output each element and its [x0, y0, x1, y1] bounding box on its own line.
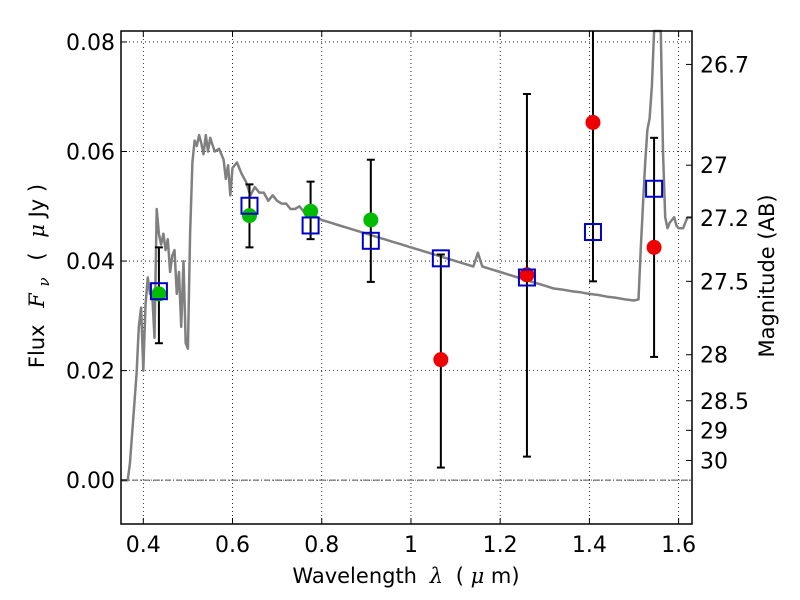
y-axis-label-symbol: F — [25, 292, 49, 309]
x-axis-label: Wavelength λ ( μ m) — [292, 564, 519, 588]
y2-tick-label-0: 26.7 — [700, 53, 749, 78]
y2-tick-label-6: 29 — [700, 419, 728, 444]
circle-marker-s0-0 — [151, 286, 167, 302]
y2-tick-label-2: 27.2 — [700, 207, 749, 232]
square-marker-7 — [645, 179, 664, 198]
x-tick-label-0: 0.4 — [126, 533, 161, 558]
x-axis-label-paren: ( — [456, 564, 464, 588]
photometry-markers — [149, 114, 664, 368]
x-axis-label-mu: μ — [471, 564, 485, 588]
y2-tick-label-1: 27 — [700, 154, 728, 179]
y-axis-ticks: 0.00 0.02 0.04 0.06 0.08 — [66, 31, 127, 494]
y2-axis-ticks: 26.7 27 27.2 27.5 28 28.5 29 30 — [686, 53, 749, 474]
square-marker-1 — [240, 196, 259, 215]
square-marker-0 — [149, 282, 168, 301]
y-axis-label-paren: ( — [25, 252, 49, 260]
y-tick-label-4: 0.08 — [66, 31, 115, 56]
y2-tick-label-7: 30 — [700, 449, 728, 474]
y-tick-label-0: 0.00 — [66, 469, 115, 494]
circle-marker-s1-2 — [585, 114, 601, 130]
x-tick-label-6: 1.6 — [661, 533, 696, 558]
y-tick-label-3: 0.06 — [66, 141, 115, 166]
x-axis-label-unit: m) — [491, 564, 520, 588]
y2-tick-label-3: 27.5 — [700, 270, 749, 295]
square-marker-2 — [301, 216, 320, 235]
x-tick-label-1: 0.6 — [215, 533, 250, 558]
circle-marker-s0-1 — [241, 208, 257, 224]
circle-marker-s1-3 — [646, 239, 662, 255]
plot-frame — [120, 30, 693, 525]
x-tick-label-3: 1 — [404, 533, 418, 558]
y-tick-label-1: 0.02 — [66, 360, 115, 385]
square-marker-5 — [517, 268, 536, 287]
x-tick-label-2: 0.8 — [304, 533, 339, 558]
square-marker-3 — [361, 231, 380, 250]
x-axis-ticks: 0.4 0.6 0.8 1 1.2 1.4 1.6 — [126, 31, 696, 558]
circle-marker-s1-1 — [519, 267, 535, 283]
y-axis-label-unit: Jy ) — [25, 184, 49, 220]
y-tick-label-2: 0.04 — [66, 250, 115, 275]
y-axis-label-subscript: ν — [35, 277, 53, 286]
y2-tick-label-4: 28 — [700, 344, 728, 369]
x-tick-label-5: 1.4 — [572, 533, 607, 558]
square-marker-4 — [431, 249, 450, 268]
circle-marker-s0-2 — [303, 203, 319, 219]
y-axis-label-mu: μ — [25, 224, 49, 238]
y-axis-label: Flux F ν ( μ Jy ) — [25, 184, 54, 368]
y2-tick-label-5: 28.5 — [700, 390, 749, 415]
square-marker-6 — [583, 223, 602, 242]
y2-axis-label: Magnitude (AB) — [755, 194, 779, 357]
circle-marker-s1-0 — [433, 352, 449, 368]
x-axis-label-lambda: λ — [429, 564, 443, 588]
y-axis-label-word: Flux — [25, 324, 49, 368]
x-axis-label-word: Wavelength — [292, 564, 417, 588]
circle-marker-s0-3 — [363, 212, 379, 228]
x-tick-label-4: 1.2 — [483, 533, 518, 558]
